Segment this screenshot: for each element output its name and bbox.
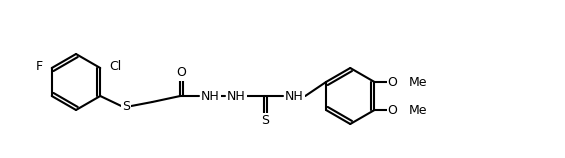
Text: S: S — [122, 100, 131, 112]
Text: S: S — [261, 113, 270, 127]
Text: NH: NH — [227, 89, 246, 103]
Text: NH: NH — [201, 89, 220, 103]
Text: O: O — [388, 103, 397, 116]
Text: NH: NH — [285, 89, 303, 103]
Text: Cl: Cl — [109, 60, 121, 73]
Text: O: O — [176, 67, 186, 79]
Text: Me: Me — [408, 76, 427, 88]
Text: Me: Me — [408, 103, 427, 116]
Text: O: O — [388, 76, 397, 88]
Text: F: F — [36, 60, 43, 73]
